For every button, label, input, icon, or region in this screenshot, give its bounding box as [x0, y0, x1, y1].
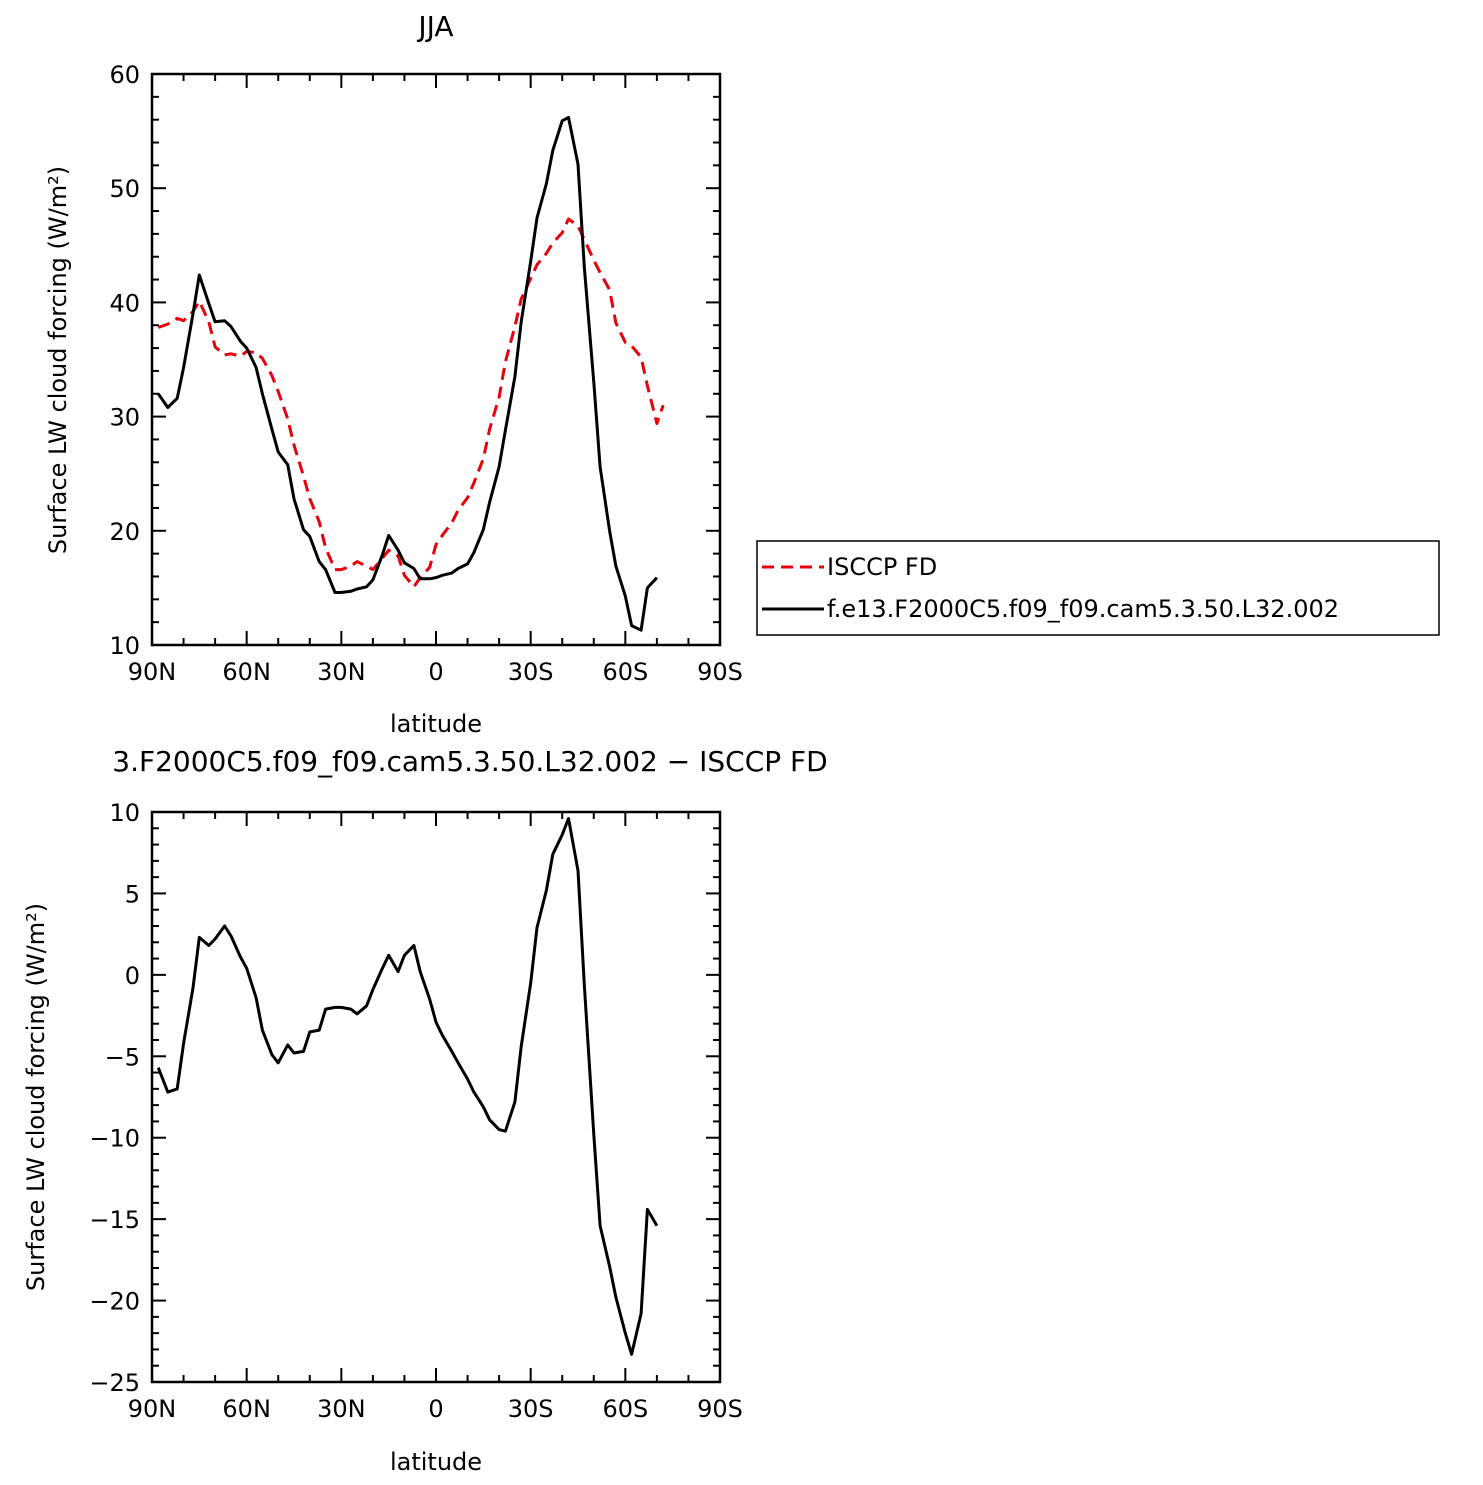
top-y-axis-label: Surface LW cloud forcing (W/m²) — [44, 166, 72, 554]
y-tick-label: 0 — [125, 962, 140, 990]
x-tick-label: 60N — [222, 1395, 271, 1423]
x-tick-label: 90N — [128, 658, 177, 686]
top-x-axis-label: latitude — [390, 710, 482, 738]
series-line-1 — [157, 115, 659, 632]
legend-label-model: f.e13.F2000C5.f09_f09.cam5.3.50.L32.002 — [827, 595, 1339, 623]
y-tick-label: 20 — [109, 518, 140, 546]
y-tick-label: 40 — [109, 289, 140, 317]
top-chart-title: JJA — [416, 10, 453, 43]
series-line-0 — [156, 817, 659, 1356]
x-tick-label: 60N — [222, 658, 271, 686]
top-plot-frame — [150, 72, 722, 647]
y-tick-label: 30 — [109, 404, 140, 432]
legend: ISCCP FD f.e13.F2000C5.f09_f09.cam5.3.50… — [756, 540, 1440, 636]
x-tick-label: 30S — [508, 1395, 554, 1423]
bottom-x-axis-label: latitude — [390, 1448, 482, 1476]
y-tick-label: 5 — [125, 880, 140, 908]
x-tick-label: 30N — [317, 1395, 366, 1423]
y-tick-label: −25 — [89, 1369, 140, 1397]
bottom-plot-frame — [150, 810, 722, 1384]
y-tick-label: −5 — [105, 1043, 140, 1071]
y-tick-label: 60 — [109, 61, 140, 89]
bottom-chart-title: 3.F2000C5.f09_f09.cam5.3.50.L32.002 − IS… — [112, 745, 827, 778]
bottom-panel: 3.F2000C5.f09_f09.cam5.3.50.L32.002 − IS… — [22, 745, 828, 1476]
x-tick-label: 60S — [602, 1395, 648, 1423]
x-tick-label: 30N — [317, 658, 366, 686]
x-tick-label: 30S — [508, 658, 554, 686]
y-tick-label: 10 — [109, 632, 140, 660]
legend-label-isccp: ISCCP FD — [827, 553, 937, 581]
x-tick-label: 0 — [428, 1395, 443, 1423]
y-tick-label: −10 — [89, 1125, 140, 1153]
x-tick-label: 60S — [602, 658, 648, 686]
x-tick-label: 0 — [428, 658, 443, 686]
x-tick-label: 90N — [128, 1395, 177, 1423]
y-tick-label: −15 — [89, 1206, 140, 1234]
series-line-0 — [157, 217, 665, 589]
top-panel: JJA 10 20 30 40 50 60 90N 60N 30N 0 30S 60S 90S lati… — [44, 10, 743, 738]
bottom-y-axis-label: Surface LW cloud forcing (W/m²) — [22, 903, 50, 1291]
y-tick-label: 10 — [109, 799, 140, 827]
x-tick-label: 90S — [697, 1395, 743, 1423]
y-tick-label: 50 — [109, 175, 140, 203]
x-tick-label: 90S — [697, 658, 743, 686]
legend-box — [756, 540, 1440, 636]
y-tick-label: −20 — [89, 1288, 140, 1316]
